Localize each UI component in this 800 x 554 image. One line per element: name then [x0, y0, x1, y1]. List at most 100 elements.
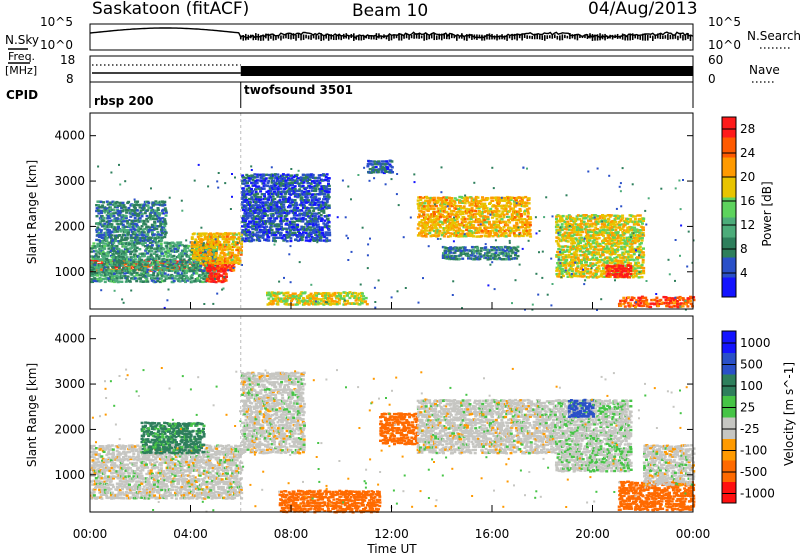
power-cell: [434, 220, 438, 223]
power-cell: [477, 207, 481, 210]
power-cell: [514, 234, 518, 237]
power-cell: [441, 234, 444, 237]
power-cell: [95, 256, 99, 259]
power-cell: [100, 252, 104, 255]
power-cell: [108, 216, 112, 220]
power-cell: [197, 254, 201, 257]
power-cell: [228, 268, 232, 272]
power-cell: [98, 239, 102, 243]
power-cell: [476, 229, 480, 232]
power-cell: [465, 207, 469, 211]
power-cell: [270, 181, 274, 184]
power-cell: [125, 211, 129, 214]
power-cell: [214, 280, 218, 284]
power-cell: [321, 189, 325, 192]
power-cell: [256, 206, 260, 209]
power-cell: [292, 220, 296, 224]
power-cell: [144, 266, 148, 270]
power-cell: [137, 266, 140, 269]
power-cell: [141, 242, 145, 245]
power-cell: [309, 295, 313, 298]
power-cell: [500, 207, 504, 210]
power-cell: [315, 212, 319, 215]
power-cell: [214, 267, 218, 270]
power-cell: [223, 267, 227, 270]
power-cell: [144, 223, 148, 226]
power-cell: [307, 226, 311, 229]
power-cell: [309, 217, 313, 221]
power-cell: [273, 181, 277, 184]
power-cell: [527, 207, 531, 210]
power-cell: [121, 271, 124, 274]
power-cell: [199, 240, 203, 244]
power-cell: [289, 297, 293, 300]
power-cell: [458, 205, 462, 208]
power-cell: [314, 196, 318, 199]
power-cell: [241, 206, 245, 209]
power-cell: [323, 174, 326, 177]
power-cell: [281, 196, 285, 199]
power-cell: [495, 220, 499, 224]
power-cell: [133, 214, 137, 217]
power-cell: [501, 210, 505, 213]
power-cell: [310, 222, 314, 225]
power-cell: [102, 255, 106, 258]
power-cell: [268, 177, 272, 180]
power-cell: [229, 256, 233, 259]
power-cell: [116, 219, 119, 223]
power-cell: [245, 230, 249, 234]
power-cell: [162, 220, 165, 223]
power-cell: [95, 238, 99, 242]
power-cell: [110, 269, 114, 273]
power-cell: [183, 252, 187, 255]
power-cell: [282, 206, 286, 209]
power-cell: [203, 237, 207, 241]
power-cell: [473, 220, 477, 224]
power-cell: [267, 239, 271, 242]
power-cell: [192, 232, 196, 235]
power-cell: [106, 214, 110, 218]
power-cell: [138, 268, 141, 271]
power-cell: [449, 227, 453, 230]
power-cell: [137, 214, 141, 217]
power-cell: [98, 276, 102, 280]
power-cell: [461, 200, 465, 203]
power-cell: [115, 276, 119, 280]
power-cell: [259, 198, 263, 201]
power-cell: [204, 262, 208, 265]
power-cell: [322, 222, 326, 225]
power-cell: [296, 225, 300, 228]
power-cell: [158, 254, 162, 258]
power-cell: [561, 237, 565, 240]
power-cell: [138, 217, 142, 220]
freq-band-twofsound: [240, 66, 693, 76]
power-cell: [292, 181, 296, 184]
power-cell: [125, 208, 129, 212]
power-cell: [257, 200, 261, 204]
power-cell: [254, 188, 258, 191]
power-cell: [459, 246, 462, 249]
power-cell: [122, 238, 126, 242]
power-cell: [312, 297, 315, 300]
power-cell: [313, 201, 317, 205]
power-cell: [528, 232, 532, 236]
power-cell: [243, 239, 247, 243]
power-cell: [450, 197, 454, 200]
power-cell: [138, 233, 142, 236]
power-cell: [362, 295, 366, 298]
power-cell: [152, 233, 156, 236]
power-cell: [156, 230, 160, 234]
power-cell: [220, 251, 224, 254]
power-cell: [320, 200, 324, 204]
power-cell: [180, 260, 184, 264]
power-cell: [112, 209, 116, 212]
power-cell: [275, 186, 279, 190]
power-cell: [103, 280, 107, 284]
power-cell: [121, 223, 125, 226]
power-cell: [199, 262, 203, 265]
power-cell: [472, 224, 476, 227]
power-cell: [122, 204, 126, 207]
power-cell: [565, 248, 569, 251]
power-cell: [231, 254, 235, 257]
power-cell: [460, 206, 463, 210]
